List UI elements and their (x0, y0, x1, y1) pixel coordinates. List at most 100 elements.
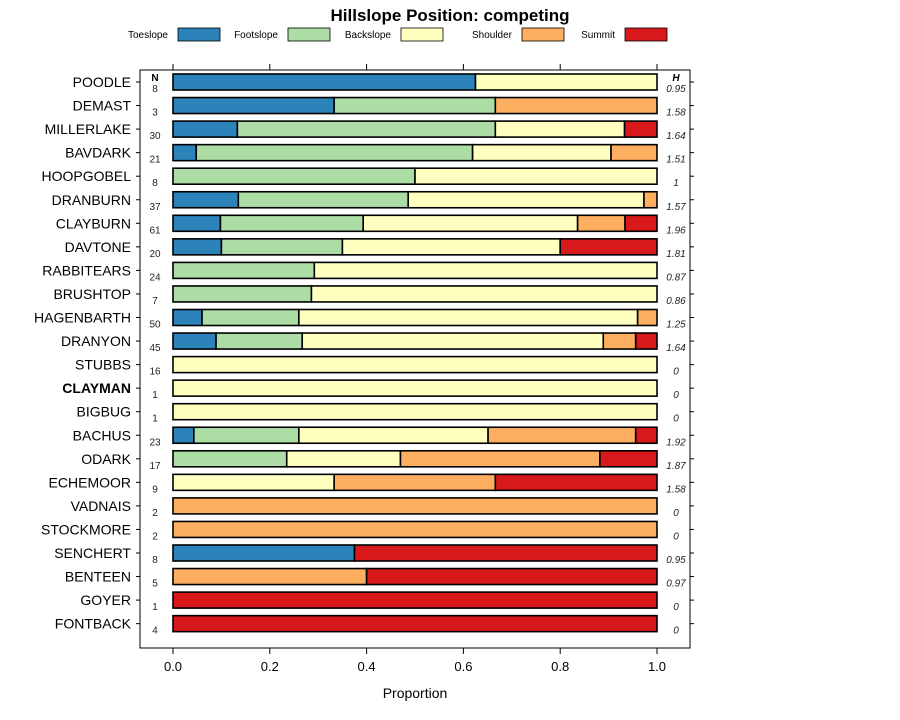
n-value: 3 (152, 108, 158, 119)
category-label: FONTBACK (55, 616, 132, 632)
legend-item-summit: Summit (581, 27, 668, 42)
category-label: BRUSHTOP (53, 286, 131, 302)
row-stubbs: STUBBS 16 0 (75, 355, 694, 378)
bar-segment-shoulder (643, 190, 658, 209)
bar-segment-footslope (237, 190, 410, 209)
bar-segment-footslope (172, 167, 416, 185)
bar-segment-shoulder (399, 449, 601, 468)
h-value: 1.58 (666, 484, 686, 495)
category-label: DRANYON (61, 333, 131, 349)
h-value: 1.81 (666, 249, 685, 260)
n-value: 5 (152, 579, 158, 590)
bar-segment-shoulder (602, 332, 637, 350)
h-value: 0 (673, 626, 679, 637)
bar-segment-summit (599, 449, 658, 468)
legend: Toeslope Footslope Backslope Shoulder Summit (128, 27, 668, 42)
row-hoopgobel: HOOPGOBEL 8 1 (42, 167, 694, 189)
bar-segment-toeslope (172, 190, 240, 209)
n-value: 37 (149, 202, 161, 213)
bar-segment-shoulder (172, 567, 368, 586)
bar-segment-footslope (215, 332, 304, 350)
bar-segment-backslope (310, 285, 658, 303)
n-value: 24 (149, 272, 161, 283)
bar-segment-toeslope (172, 238, 223, 256)
bar-segment-backslope (474, 73, 658, 91)
category-label: CLAYMAN (62, 380, 131, 396)
n-value: 16 (149, 367, 161, 378)
category-label: STOCKMORE (41, 521, 131, 537)
category-label: BIGBUG (77, 404, 131, 420)
row-senchert: SENCHERT 8 0.95 (54, 544, 694, 566)
n-value: 8 (152, 178, 158, 189)
h-value: 0 (673, 531, 679, 542)
bar-segment-summit (353, 544, 658, 562)
h-value: 1.58 (666, 108, 686, 119)
bar-segment-toeslope (172, 96, 335, 115)
bar-segment-toeslope (172, 426, 195, 445)
legend-label: Toeslope (128, 30, 168, 41)
category-label: DAVTONE (65, 239, 131, 255)
row-dranyon: DRANYON 45 1.64 (61, 332, 694, 354)
row-clayburn: CLAYBURN 61 1.96 (56, 214, 694, 236)
legend-label: Footslope (234, 30, 278, 41)
row-poodle: POODLE 8 0.95 (73, 73, 694, 95)
bar-segment-toeslope (172, 73, 477, 91)
category-label: CLAYBURN (56, 215, 131, 231)
bar-segment-toeslope (172, 214, 222, 233)
row-clayman: CLAYMAN 1 0 (62, 379, 694, 401)
row-bachus: BACHUS 23 1.92 (73, 426, 694, 448)
h-value: 0 (673, 508, 679, 519)
legend-swatch (521, 27, 565, 42)
row-stockmore: STOCKMORE 2 0 (41, 520, 694, 542)
row-millerlake: MILLERLAKE 30 1.64 (45, 120, 694, 142)
bar-segment-backslope (414, 167, 658, 185)
legend-swatch (287, 27, 331, 42)
bar-segment-footslope (172, 261, 316, 280)
bar-segment-backslope (301, 332, 605, 350)
category-label: POODLE (73, 74, 131, 90)
bar-segment-footslope (172, 449, 288, 468)
bar-segment-toeslope (172, 120, 239, 138)
category-label: MILLERLAKE (45, 121, 131, 137)
h-header: H (672, 73, 680, 84)
bar-segment-shoulder (610, 143, 658, 162)
bar-segment-footslope (219, 214, 365, 233)
bar-segment-summit (634, 332, 658, 350)
h-value: 0 (673, 602, 679, 613)
category-label: STUBBS (75, 357, 131, 373)
h-value: 0 (673, 367, 679, 378)
bar-segment-toeslope (172, 544, 356, 562)
bar-segment-backslope (172, 379, 658, 397)
n-header: N (151, 73, 158, 84)
x-tick-label: 0.2 (261, 659, 279, 674)
bar-segment-summit (624, 214, 658, 233)
h-value: 0.97 (666, 579, 686, 590)
row-echemoor: ECHEMOOR 9 1.58 (49, 473, 694, 495)
category-label: HOOPGOBEL (42, 168, 132, 184)
bar-segment-summit (559, 238, 658, 256)
category-label: DRANBURN (52, 192, 131, 208)
n-value: 21 (149, 155, 161, 166)
bar-segment-backslope (313, 261, 658, 280)
bar-segment-footslope (201, 308, 300, 327)
n-value: 61 (149, 225, 161, 236)
h-value: 0.95 (666, 555, 686, 566)
row-brushtop: BRUSHTOP 7 0.86 (53, 285, 694, 307)
bar-segment-toeslope (172, 143, 198, 162)
category-label: RABBITEARS (42, 262, 131, 278)
bar-segment-toeslope (172, 332, 217, 350)
category-label: HAGENBARTH (34, 310, 131, 326)
bar-segment-summit (494, 473, 658, 492)
bar-segment-summit (172, 591, 658, 609)
bar-segment-backslope (407, 190, 645, 209)
category-label: ODARK (81, 451, 131, 467)
bar-segment-backslope (298, 308, 639, 327)
h-value: 0.95 (666, 84, 686, 95)
n-value: 8 (152, 555, 158, 566)
x-tick-label: 0.0 (164, 659, 182, 674)
legend-label: Shoulder (472, 30, 513, 41)
n-value: 20 (149, 249, 161, 260)
row-benteen: BENTEEN 5 0.97 (65, 567, 694, 590)
bar-segment-shoulder (487, 426, 637, 445)
